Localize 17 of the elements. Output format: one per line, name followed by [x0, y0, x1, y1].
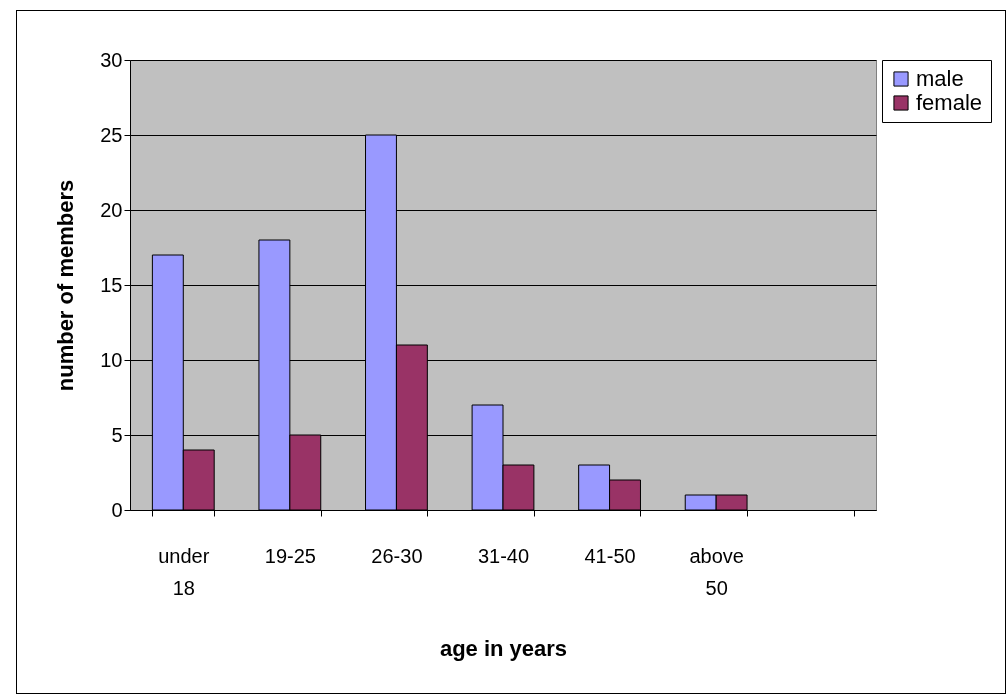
y-tick-label: 30 [100, 48, 123, 71]
y-axis-title: number of members [53, 179, 79, 392]
y-tick-label: 0 [111, 498, 123, 521]
y-tick-label: 20 [100, 198, 123, 221]
x-tick-label: above 50 [689, 544, 744, 599]
legend-label: male [916, 66, 964, 91]
x-tick-label: 26-30 [371, 544, 423, 567]
x-axis-title: age in years [439, 635, 568, 661]
x-tick-label: 19-25 [264, 544, 316, 567]
legend-label: female [916, 90, 983, 115]
y-tick-label: 15 [100, 273, 123, 296]
y-tick-label: 5 [111, 423, 123, 446]
y-tick-label: 25 [100, 123, 123, 146]
x-tick-label: 31-40 [477, 544, 530, 567]
x-tick-label: under 18 [158, 544, 210, 599]
y-tick-label: 10 [100, 348, 123, 371]
x-tick-label: 41-50 [584, 544, 636, 567]
